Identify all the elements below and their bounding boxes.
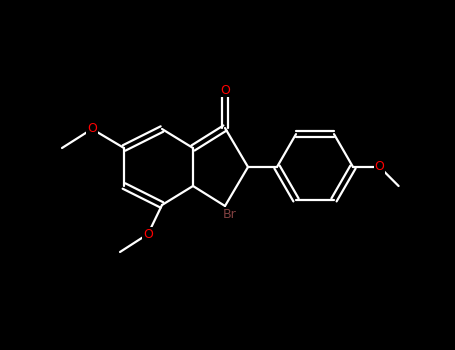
Text: O: O	[374, 161, 384, 174]
Text: O: O	[143, 228, 153, 240]
Text: O: O	[87, 122, 97, 135]
Text: Br: Br	[223, 208, 237, 220]
Text: O: O	[220, 84, 230, 97]
